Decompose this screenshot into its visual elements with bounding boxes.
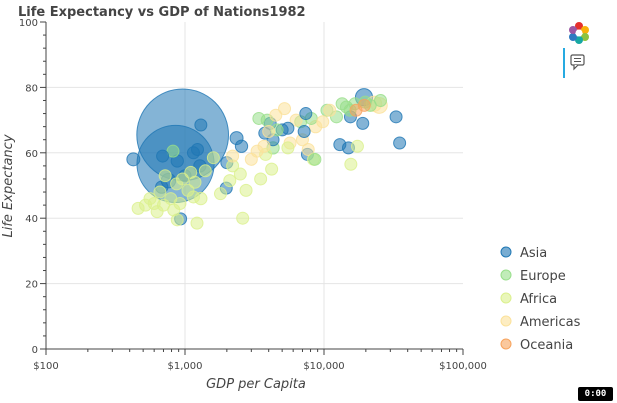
chart-title: Life Expectancy vs GDP of Nations1982 (18, 5, 306, 20)
data-point-africa[interactable] (213, 187, 227, 201)
data-point-africa[interactable] (254, 172, 268, 186)
data-point-africa[interactable] (190, 216, 204, 230)
legend[interactable]: Asia Europe Africa Americas Oceania (500, 246, 581, 353)
data-point-asia[interactable] (297, 125, 311, 139)
data-point-africa[interactable] (158, 169, 172, 183)
legend-label: Americas (520, 315, 581, 330)
legend-swatch (500, 269, 512, 281)
data-point-africa[interactable] (156, 198, 170, 212)
x-axis-label: GDP per Capita (206, 377, 306, 392)
data-point-africa[interactable] (350, 139, 364, 153)
data-point-europe[interactable] (374, 93, 388, 107)
legend-item-europe[interactable]: Europe (500, 269, 566, 284)
toolbar (560, 18, 600, 88)
data-point-africa[interactable] (181, 183, 195, 197)
data-point-asia[interactable] (234, 139, 249, 153)
data-point-americas[interactable] (289, 113, 303, 127)
legend-item-africa[interactable]: Africa (500, 292, 557, 307)
data-point-americas[interactable] (323, 103, 337, 117)
active-tool-indicator (563, 48, 565, 78)
data-point-asia[interactable] (389, 110, 403, 124)
data-point-africa[interactable] (153, 185, 167, 199)
data-point-africa[interactable] (281, 141, 295, 155)
data-point-africa[interactable] (139, 198, 153, 212)
legend-label: Asia (520, 246, 547, 261)
legend-label: Europe (520, 269, 566, 284)
data-point-africa[interactable] (170, 213, 184, 227)
y-tick-label: 40 (25, 214, 38, 225)
data-point-asia[interactable] (393, 136, 407, 150)
y-tick-label: 20 (25, 280, 38, 291)
data-point-americas[interactable] (316, 115, 330, 129)
data-point-asia[interactable] (281, 121, 295, 135)
legend-swatch (500, 338, 512, 350)
data-point-asia[interactable] (126, 152, 141, 167)
hover-tool-icon[interactable] (569, 53, 587, 71)
data-point-oceania[interactable] (357, 98, 371, 112)
legend-swatch (500, 292, 512, 304)
x-tick-label: $100 (33, 361, 58, 372)
legend-item-oceania[interactable]: Oceania (500, 338, 573, 353)
data-point-africa[interactable] (206, 151, 220, 165)
x-tick-label: $1,000 (168, 361, 203, 372)
data-point-europe[interactable] (308, 152, 322, 166)
scatter-points[interactable] (126, 88, 407, 230)
data-point-asia[interactable] (194, 118, 208, 132)
axes (45, 22, 463, 350)
data-point-americas[interactable] (301, 143, 315, 157)
grid-lines (46, 22, 463, 349)
y-tick-label: 100 (19, 18, 38, 29)
data-point-americas[interactable] (226, 149, 240, 163)
y-axis-label: Life Expectancy (1, 134, 16, 237)
data-point-americas[interactable] (262, 125, 276, 139)
data-point-africa[interactable] (239, 183, 253, 197)
data-point-europe[interactable] (252, 111, 266, 125)
legend-swatch (500, 315, 512, 327)
data-point-africa[interactable] (188, 175, 202, 189)
data-point-asia[interactable] (156, 149, 170, 163)
legend-label: Oceania (520, 338, 573, 353)
bokeh-logo-icon[interactable] (568, 22, 590, 44)
data-point-africa[interactable] (265, 162, 279, 176)
data-point-africa[interactable] (233, 167, 247, 181)
x-tick-label: $100,000 (439, 361, 487, 372)
data-point-africa[interactable] (236, 211, 250, 225)
y-tick-label: 80 (25, 83, 38, 94)
legend-label: Africa (520, 292, 557, 307)
data-point-africa[interactable] (344, 157, 358, 171)
data-point-americas[interactable] (278, 102, 292, 116)
data-point-africa[interactable] (223, 174, 237, 188)
legend-item-asia[interactable]: Asia (500, 246, 547, 261)
legend-item-americas[interactable]: Americas (500, 315, 581, 330)
y-axis-ticks: 0 20 40 60 80 100 (19, 18, 46, 356)
data-point-asia[interactable] (356, 116, 370, 130)
y-tick-label: 60 (25, 149, 38, 160)
data-point-africa[interactable] (173, 196, 187, 210)
data-point-asia[interactable] (190, 143, 204, 157)
data-point-americas[interactable] (269, 108, 283, 122)
playback-time-badge[interactable]: 0:00 (578, 387, 613, 401)
data-point-americas[interactable] (257, 139, 271, 153)
x-axis-ticks: $100 $1,000 $10,000 $100,000 (33, 349, 487, 372)
data-point-europe[interactable] (166, 144, 180, 158)
data-point-africa[interactable] (198, 164, 212, 178)
legend-swatch (500, 246, 512, 258)
data-point-asia[interactable] (299, 107, 313, 121)
y-tick-label: 0 (32, 345, 38, 356)
x-tick-label: $10,000 (303, 361, 344, 372)
